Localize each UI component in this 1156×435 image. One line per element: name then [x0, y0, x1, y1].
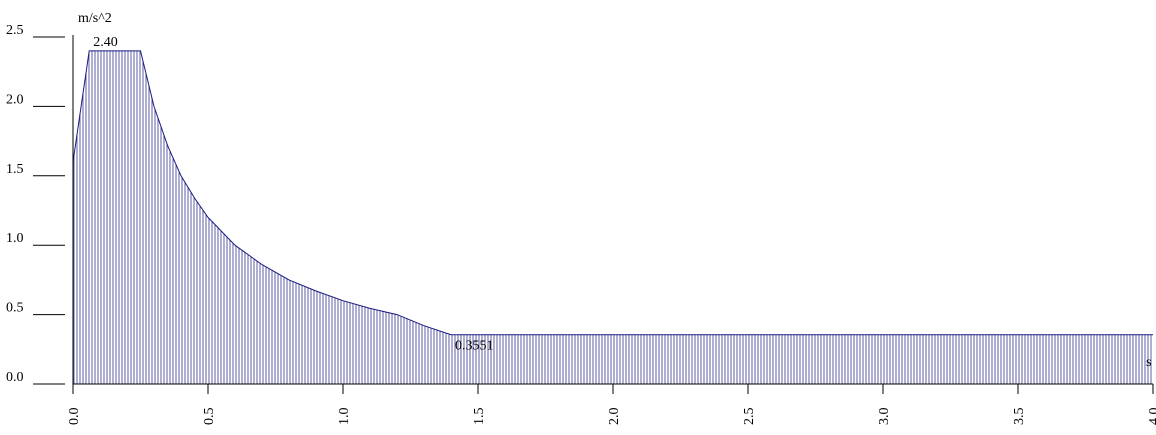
y-tick-label: 2.5 — [6, 23, 24, 38]
value-annotation: 2.40 — [93, 35, 118, 50]
y-tick-label: 1.0 — [6, 231, 24, 246]
x-tick-label: 1.5 — [472, 408, 487, 426]
y-axis-unit-label: m/s^2 — [78, 11, 112, 26]
y-tick-label: 0.5 — [6, 301, 24, 316]
x-tick-label: 2.5 — [742, 408, 757, 426]
y-axis-ticks: 0.0 0.5 1.0 1.5 2.0 2.5 — [6, 23, 65, 385]
x-tick-label: 2.0 — [607, 408, 622, 426]
x-tick-label: 3.0 — [877, 408, 892, 426]
y-tick-label: 2.0 — [6, 92, 24, 107]
x-tick-label: 1.0 — [337, 408, 352, 426]
x-axis-ticks: 0.0 0.5 1.0 1.5 2.0 2.5 3.0 3.5 4.0 — [67, 384, 1156, 425]
x-tick-label: 3.5 — [1012, 408, 1027, 426]
hatch-fill-group — [73, 50, 1152, 384]
y-tick-label: 1.5 — [6, 162, 24, 177]
x-tick-label: 0.0 — [67, 408, 82, 426]
spectrum-series-line — [72, 50, 1153, 336]
annotation-group: 2.40 0.3551 — [93, 35, 493, 354]
y-tick-label: 0.0 — [6, 370, 24, 385]
x-tick-label: 0.5 — [202, 408, 217, 426]
x-tick-label: 4.0 — [1147, 408, 1156, 426]
value-annotation: 0.3551 — [455, 339, 494, 354]
x-axis-unit-label: s — [1146, 355, 1151, 370]
